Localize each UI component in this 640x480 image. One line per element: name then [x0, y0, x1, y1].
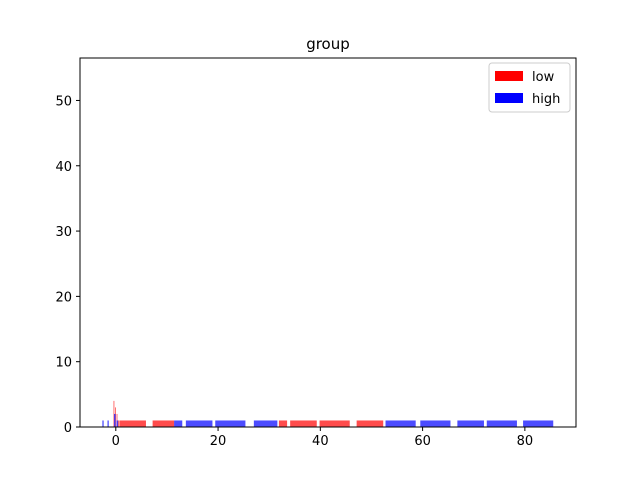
bar-high	[215, 420, 246, 427]
bar-high	[102, 420, 104, 427]
bar-high	[486, 420, 517, 427]
y-tick-label: 50	[55, 94, 72, 109]
bar-high	[420, 420, 451, 427]
legend-swatch-low	[495, 71, 523, 81]
bar-low	[356, 420, 384, 427]
bar-high	[385, 420, 416, 427]
bar-high	[116, 420, 119, 427]
x-tick-label: 0	[112, 434, 120, 449]
y-tick-label: 20	[55, 290, 72, 305]
bars-layer	[102, 400, 554, 427]
chart-title: group	[306, 35, 350, 53]
bar-high	[107, 420, 109, 427]
x-tick-label: 20	[210, 434, 227, 449]
bar-high	[114, 413, 116, 427]
bar-low	[118, 420, 119, 427]
legend-label-high: high	[532, 92, 560, 107]
legend-label-low: low	[532, 70, 555, 85]
x-tick-label: 80	[517, 434, 534, 449]
x-tick-label: 40	[312, 434, 329, 449]
y-tick-label: 10	[55, 356, 72, 371]
bar-low	[319, 420, 350, 427]
bar-low	[152, 420, 175, 427]
bar-high	[185, 420, 213, 427]
bar-low	[278, 420, 288, 427]
bar-high	[523, 420, 554, 427]
legend-swatch-high	[495, 93, 523, 103]
bar-high	[253, 420, 278, 427]
bar-low	[113, 400, 115, 427]
bar-high	[457, 420, 484, 427]
axes-frame	[79, 57, 577, 428]
bar-low	[290, 420, 317, 427]
bar-high	[174, 420, 183, 427]
bar-low	[119, 420, 146, 427]
y-tick-label: 40	[55, 160, 72, 175]
legend: low high	[488, 62, 571, 113]
y-tick-label: 0	[64, 421, 72, 436]
y-tick-label: 30	[55, 225, 72, 240]
axes-layer: 0 20 40 60 80 0 10 20 30 40 50	[55, 57, 577, 449]
x-tick-label: 60	[414, 434, 431, 449]
